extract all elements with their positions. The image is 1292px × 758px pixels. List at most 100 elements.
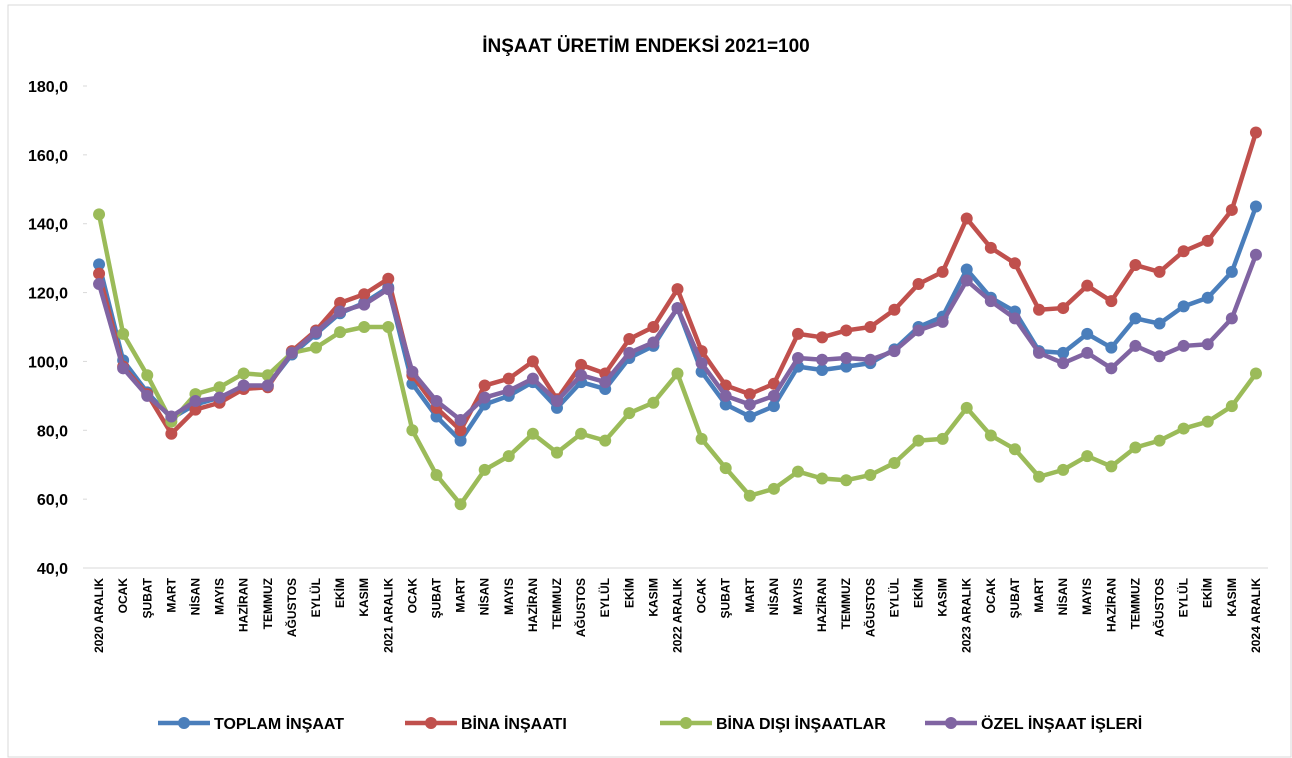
data-point bbox=[743, 410, 756, 423]
x-tick-label: OCAK bbox=[116, 578, 130, 614]
data-point bbox=[984, 241, 997, 254]
data-point bbox=[358, 298, 371, 311]
data-point bbox=[936, 265, 949, 278]
x-tick-label: TEMMUZ bbox=[550, 578, 564, 629]
data-point bbox=[912, 277, 925, 290]
x-tick-label: MAYIS bbox=[213, 578, 227, 615]
data-point bbox=[767, 389, 780, 402]
x-tick-label: 2024 ARALIK bbox=[1249, 578, 1263, 653]
data-point bbox=[719, 389, 732, 402]
chart-title: İNŞAAT ÜRETİM ENDEKSİ 2021=100 bbox=[482, 36, 810, 57]
x-tick-label: OCAK bbox=[984, 578, 998, 614]
x-tick-label: 2020 ARALIK bbox=[92, 578, 106, 653]
data-point bbox=[864, 469, 877, 482]
data-point bbox=[334, 296, 347, 309]
y-tick-label: 100,0 bbox=[28, 354, 68, 371]
data-point bbox=[454, 498, 467, 511]
x-tick-label: TEMMUZ bbox=[839, 578, 853, 629]
legend-item: BİNA DIŞI İNŞAATLAR bbox=[660, 715, 886, 733]
x-tick-label: KASIM bbox=[646, 578, 660, 617]
x-tick-label: OCAK bbox=[405, 578, 419, 614]
x-tick-label: EYLÜL bbox=[308, 578, 323, 617]
legend-label: BİNA İNŞAATI bbox=[461, 715, 567, 733]
data-point bbox=[719, 398, 732, 411]
data-point bbox=[888, 345, 901, 358]
legend-item: BİNA İNŞAATI bbox=[405, 715, 567, 733]
data-point bbox=[309, 326, 322, 339]
data-point bbox=[671, 302, 684, 315]
data-point bbox=[888, 456, 901, 469]
x-tick-label: AĞUSTOS bbox=[284, 578, 299, 637]
data-point bbox=[237, 367, 250, 380]
x-tick-label: NİSAN bbox=[477, 578, 492, 615]
data-point bbox=[526, 427, 539, 440]
x-tick-label: MART bbox=[743, 577, 757, 612]
data-point bbox=[454, 434, 467, 447]
data-point bbox=[1225, 400, 1238, 413]
data-point bbox=[358, 321, 371, 333]
data-point bbox=[1225, 203, 1238, 216]
data-point bbox=[960, 263, 973, 276]
x-tick-label: EKİM bbox=[332, 578, 347, 608]
data-point bbox=[1057, 302, 1070, 315]
data-point bbox=[1177, 300, 1190, 313]
data-point bbox=[792, 327, 805, 340]
data-point bbox=[816, 364, 829, 377]
x-tick-label: 2021 ARALIK bbox=[381, 578, 395, 653]
data-point bbox=[1129, 339, 1142, 352]
data-point bbox=[189, 395, 202, 408]
x-tick-label: KASIM bbox=[357, 578, 371, 617]
data-point bbox=[213, 391, 226, 404]
data-point bbox=[1249, 200, 1262, 213]
data-point bbox=[792, 465, 805, 478]
data-point bbox=[1201, 415, 1214, 428]
legend-marker bbox=[178, 717, 190, 729]
data-point bbox=[478, 379, 491, 392]
data-point bbox=[1225, 265, 1238, 278]
data-point bbox=[960, 274, 973, 287]
x-tick-label: ŞUBAT bbox=[429, 577, 443, 618]
x-tick-label: MAYIS bbox=[791, 578, 805, 615]
x-tick-label: AĞUSTOS bbox=[862, 578, 877, 637]
data-point bbox=[840, 351, 853, 364]
data-point bbox=[1153, 434, 1166, 447]
data-point bbox=[1033, 346, 1046, 359]
data-point bbox=[912, 324, 925, 337]
x-tick-label: TEMMUZ bbox=[261, 578, 275, 629]
data-point bbox=[454, 424, 467, 437]
data-point bbox=[719, 462, 732, 475]
data-point bbox=[334, 326, 347, 339]
x-tick-label: TEMMUZ bbox=[1128, 578, 1142, 629]
data-point bbox=[117, 362, 130, 375]
x-tick-label: ŞUBAT bbox=[1008, 577, 1022, 618]
data-point bbox=[960, 401, 973, 414]
data-point bbox=[430, 395, 443, 408]
x-tick-label: HAZİRAN bbox=[1103, 578, 1118, 632]
data-point bbox=[960, 212, 973, 225]
legend-label: ÖZEL İNŞAAT İŞLERİ bbox=[981, 714, 1142, 733]
legend-item: TOPLAM İNŞAAT bbox=[158, 715, 344, 733]
data-point bbox=[526, 355, 539, 368]
data-point bbox=[816, 472, 829, 485]
legend-marker bbox=[680, 717, 692, 729]
legend-label: BİNA DIŞI İNŞAATLAR bbox=[716, 715, 886, 733]
data-point bbox=[1249, 367, 1262, 380]
data-point bbox=[550, 446, 563, 459]
data-point bbox=[743, 388, 756, 401]
data-point bbox=[840, 474, 853, 487]
data-point bbox=[93, 277, 106, 290]
data-point bbox=[623, 407, 636, 420]
data-point bbox=[767, 482, 780, 495]
data-point bbox=[141, 369, 154, 382]
data-point bbox=[743, 398, 756, 411]
data-point bbox=[1105, 295, 1118, 308]
x-tick-label: NİSAN bbox=[1055, 578, 1070, 615]
data-point bbox=[1201, 234, 1214, 247]
data-point bbox=[1249, 126, 1262, 139]
x-tick-label: AĞUSTOS bbox=[573, 578, 588, 637]
x-tick-label: HAZİRAN bbox=[236, 578, 251, 632]
data-point bbox=[478, 463, 491, 476]
x-tick-label: EYLÜL bbox=[1176, 578, 1191, 617]
data-point bbox=[141, 389, 154, 402]
